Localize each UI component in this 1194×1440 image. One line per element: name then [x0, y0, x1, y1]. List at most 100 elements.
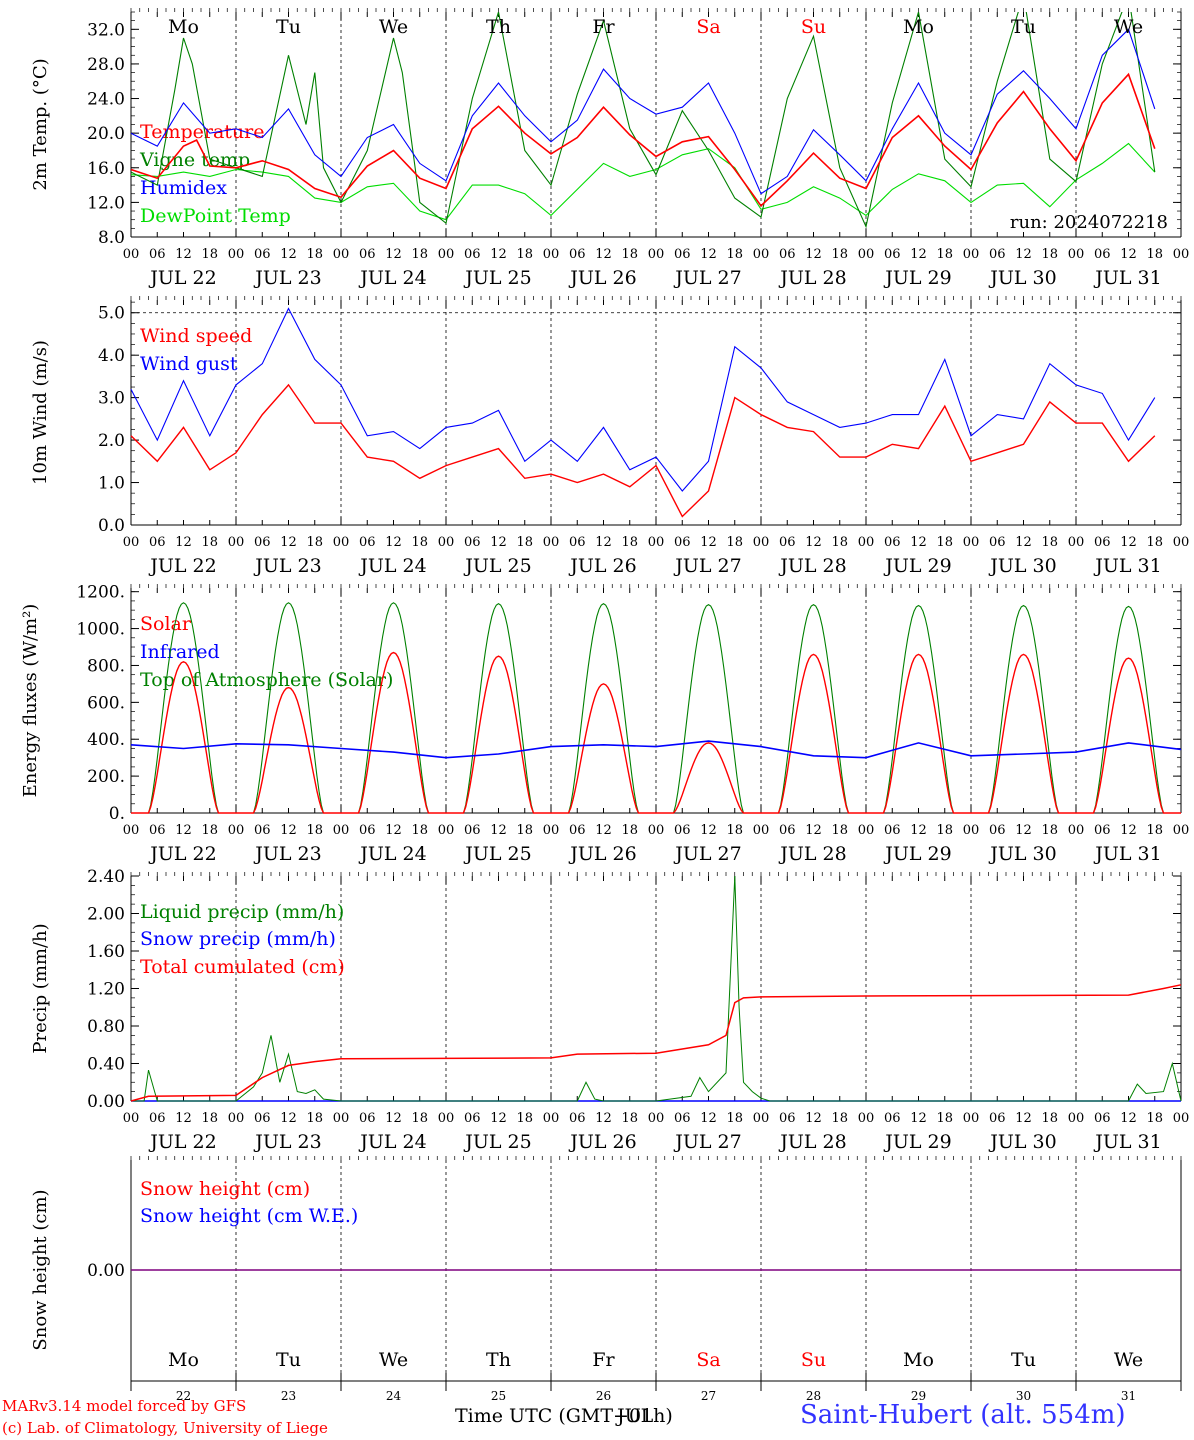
legend-entry: Infrared — [140, 641, 220, 663]
legend-entry: Top of Atmosphere (Solar) — [140, 669, 393, 691]
hour-tick-label: 18 — [516, 535, 533, 550]
hour-tick-label: 18 — [516, 1111, 533, 1126]
date-label: JUL 28 — [778, 1131, 846, 1153]
hour-tick-label: 00 — [438, 1111, 455, 1126]
hour-tick-label: 18 — [831, 1111, 848, 1126]
hour-tick-label: 12 — [700, 1111, 717, 1126]
model-credit: MARv3.14 model forced by GFS — [2, 1397, 247, 1415]
legend-entry: Snow height (cm) — [140, 1178, 310, 1200]
hour-tick-label: 18 — [1041, 247, 1058, 262]
hour-tick-label: 18 — [1146, 1111, 1163, 1126]
hour-tick-label: 12 — [1015, 247, 1032, 262]
date-label: JUL 28 — [778, 555, 846, 577]
hour-tick-label: 18 — [621, 247, 638, 262]
hour-tick-label: 18 — [726, 247, 743, 262]
day-number-label: 31 — [1121, 1389, 1136, 1403]
weekday-label: Tu — [276, 1349, 301, 1371]
date-label: JUL 28 — [778, 267, 846, 289]
hour-tick-label: 18 — [1146, 535, 1163, 550]
day-number-label: 27 — [701, 1389, 716, 1403]
time-axis-label: Time UTC (GMT+01h) — [455, 1405, 673, 1427]
weekday-label: Mo — [168, 16, 199, 38]
hour-tick-label: 06 — [884, 247, 901, 262]
series-line — [130, 740, 1182, 759]
hour-tick-label: 18 — [411, 1111, 428, 1126]
y-tick-label: 1000. — [76, 620, 125, 640]
hour-tick-label: 06 — [779, 823, 796, 838]
hour-tick-label: 12 — [700, 247, 717, 262]
legend-entry: Liquid precip (mm/h) — [140, 901, 344, 923]
hour-tick-label: 00 — [543, 1111, 560, 1126]
y-tick-label: 28.0 — [87, 55, 125, 75]
hour-tick-label: 06 — [569, 535, 586, 550]
y-tick-label: 0.40 — [87, 1055, 125, 1075]
day-number-label: 28 — [806, 1389, 821, 1403]
day-number-label: 26 — [596, 1389, 611, 1403]
date-label: JUL 27 — [673, 555, 741, 577]
hour-tick-label: 18 — [936, 535, 953, 550]
date-label: JUL 25 — [463, 267, 531, 289]
series-line — [131, 142, 1156, 221]
y-axis-label: Precip (mm/h) — [30, 923, 51, 1053]
date-label: JUL 29 — [883, 843, 951, 865]
series-line — [130, 984, 1182, 1102]
hour-tick-label: 12 — [385, 823, 402, 838]
day-number-label: 30 — [1016, 1389, 1031, 1403]
hour-tick-label: 00 — [858, 823, 875, 838]
y-tick-label: 16.0 — [87, 159, 125, 179]
date-label: JUL 24 — [358, 843, 426, 865]
y-tick-label: 0.0 — [98, 516, 125, 536]
hour-tick-label: 18 — [621, 823, 638, 838]
y-axis-label: Snow height (cm) — [30, 1189, 51, 1350]
hour-tick-label: 00 — [753, 823, 770, 838]
date-label: JUL 27 — [673, 1131, 741, 1153]
hour-tick-label: 06 — [1094, 247, 1111, 262]
hour-tick-label: 06 — [989, 823, 1006, 838]
y-tick-label: 800. — [87, 656, 125, 676]
hour-tick-label: 06 — [1094, 535, 1111, 550]
hour-tick-label: 06 — [254, 823, 271, 838]
hour-tick-label: 00 — [228, 1111, 245, 1126]
y-tick-label: 1200. — [76, 583, 125, 603]
hour-tick-label: 18 — [831, 535, 848, 550]
hour-tick-label: 00 — [1068, 1111, 1085, 1126]
hour-tick-label: 12 — [490, 823, 507, 838]
date-label: JUL 23 — [253, 267, 321, 289]
hour-tick-label: 06 — [989, 1111, 1006, 1126]
hour-tick-label: 06 — [989, 247, 1006, 262]
hour-tick-label: 00 — [1173, 1111, 1190, 1126]
hour-tick-label: 06 — [1094, 823, 1111, 838]
lab-credit: (c) Lab. of Climatology, University of L… — [2, 1419, 328, 1437]
weekday-label: Mo — [903, 1349, 934, 1371]
hour-tick-label: 00 — [1068, 535, 1085, 550]
series-line — [131, 651, 1181, 814]
hour-tick-label: 12 — [1015, 823, 1032, 838]
hour-tick-label: 18 — [1041, 535, 1058, 550]
legend-entry: Wind speed — [140, 325, 252, 347]
legend-entry: DewPoint Temp — [140, 205, 291, 227]
hour-tick-label: 12 — [1120, 535, 1137, 550]
hour-tick-label: 00 — [333, 535, 350, 550]
date-label: JUL 30 — [988, 1131, 1056, 1153]
date-label: JUL 29 — [883, 1131, 951, 1153]
y-tick-label: 3.0 — [98, 389, 125, 409]
weekday-label: Su — [801, 1349, 826, 1371]
hour-tick-label: 00 — [753, 535, 770, 550]
hour-tick-label: 12 — [910, 247, 927, 262]
hour-tick-label: 18 — [936, 247, 953, 262]
hour-tick-label: 12 — [175, 823, 192, 838]
y-tick-label: 1.0 — [98, 474, 125, 494]
y-tick-label: 2.0 — [98, 431, 125, 451]
date-label: JUL 23 — [253, 1131, 321, 1153]
hour-tick-label: 00 — [963, 1111, 980, 1126]
y-tick-label: 600. — [87, 693, 125, 713]
hour-tick-label: 06 — [464, 823, 481, 838]
hour-tick-label: 12 — [595, 823, 612, 838]
time-axis-overlap: JUL — [617, 1405, 654, 1427]
weekday-label: Mo — [168, 1349, 199, 1371]
hour-tick-label: 06 — [149, 1111, 166, 1126]
hour-tick-label: 06 — [569, 823, 586, 838]
hour-tick-label: 18 — [516, 823, 533, 838]
hour-tick-label: 18 — [306, 823, 323, 838]
